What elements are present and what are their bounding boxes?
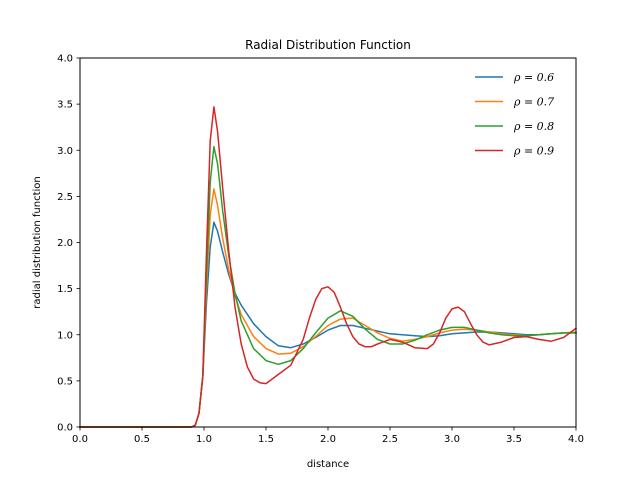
y-axis: 0.0 0.5 1.0 1.5 2.0 2.5 3.0 3.5 4.0 xyxy=(57,54,80,434)
y-tick-label: 1.0 xyxy=(57,330,73,341)
series-line-2 xyxy=(79,145,577,428)
x-tick-label: 0.0 xyxy=(72,434,88,445)
x-tick-label: 4.0 xyxy=(568,434,584,445)
chart-title: Radial Distribution Function xyxy=(245,38,411,52)
y-tick-label: 1.5 xyxy=(57,284,73,295)
x-axis: 0.0 0.5 1.0 1.5 2.0 2.5 3.0 3.5 4.0 xyxy=(72,427,584,445)
legend-label-3: ρ = 0.9 xyxy=(513,145,554,158)
x-tick-label: 1.0 xyxy=(196,434,212,445)
x-tick-label: 0.5 xyxy=(134,434,150,445)
y-tick-label: 2.5 xyxy=(57,192,73,203)
x-tick-label: 2.5 xyxy=(382,434,398,445)
y-tick-label: 0.5 xyxy=(57,376,73,387)
legend: ρ = 0.6 ρ = 0.7 ρ = 0.8 ρ = 0.9 xyxy=(475,71,554,158)
y-tick-label: 4.0 xyxy=(57,54,73,65)
y-tick-label: 2.0 xyxy=(57,238,73,249)
x-tick-label: 3.0 xyxy=(444,434,460,445)
y-axis-title: radial distribution function xyxy=(32,176,43,308)
legend-label-0: ρ = 0.6 xyxy=(513,71,554,84)
y-tick-label: 3.0 xyxy=(57,146,73,157)
x-tick-label: 1.5 xyxy=(258,434,274,445)
plot-lines xyxy=(79,106,578,428)
y-tick-label: 0.0 xyxy=(57,423,73,434)
x-tick-label: 3.5 xyxy=(506,434,522,445)
legend-label-2: ρ = 0.8 xyxy=(513,120,554,133)
series-line-3 xyxy=(79,106,578,428)
y-tick-label: 3.5 xyxy=(57,100,73,111)
legend-label-1: ρ = 0.7 xyxy=(513,96,554,109)
series-line-1 xyxy=(79,188,577,428)
x-axis-title: distance xyxy=(307,459,349,470)
x-tick-label: 2.0 xyxy=(320,434,336,445)
